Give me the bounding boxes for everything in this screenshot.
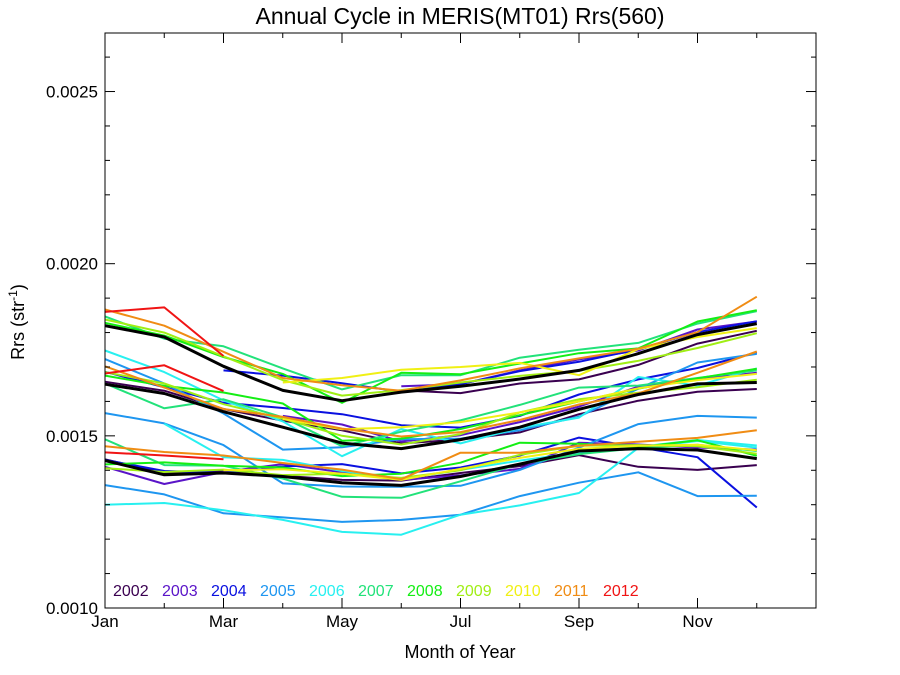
- mean-series-line-34: [104, 381, 757, 451]
- legend-entry-2010: 2010: [505, 583, 541, 600]
- legend-entry-2005: 2005: [260, 583, 296, 600]
- series-line-13: [104, 349, 758, 458]
- legend-entry-2004: 2004: [211, 583, 247, 600]
- series-line-26: [223, 443, 757, 481]
- series-line-10: [104, 412, 757, 488]
- legend-entry-2009: 2009: [456, 583, 492, 600]
- series-line-20: [104, 309, 757, 404]
- series-line-9: [104, 471, 757, 523]
- y-tick-label: 0.0015: [46, 427, 98, 446]
- x-axis-label: Month of Year: [404, 642, 515, 662]
- y-tick-label: 0.0025: [46, 83, 98, 102]
- x-tick-label: Nov: [682, 612, 713, 631]
- series-line-2: [401, 329, 758, 395]
- series-line-28: [104, 350, 758, 438]
- legend: 2002 2003 2004 2005 2006 2007 2008 2009 2010 2011…: [113, 583, 639, 600]
- series-line-32: [104, 451, 224, 461]
- legend-entry-2007: 2007: [358, 583, 394, 600]
- mean-series-line-35: [104, 447, 758, 487]
- legend-entry-2012: 2012: [603, 583, 639, 600]
- series-line-25: [282, 372, 757, 431]
- x-tick-label: Jul: [450, 612, 472, 631]
- y-axis-label: Rrs (str-1): [6, 284, 28, 360]
- tick-layer: Jan Mar May Jul Sep Nov 0.0010 0.0015 0.0020 0.00…: [46, 33, 816, 631]
- legend-entry-2002: 2002: [113, 583, 149, 600]
- series-line-29: [104, 429, 757, 481]
- y-axis-label-main: Rrs (str: [8, 301, 28, 360]
- x-tick-label: Jan: [91, 612, 118, 631]
- series-line-30: [104, 306, 225, 357]
- y-tick-label: 0.0010: [46, 599, 98, 618]
- y-tick-label: 0.0020: [46, 255, 98, 274]
- x-tick-label: Mar: [209, 612, 239, 631]
- series-line-31: [104, 364, 224, 393]
- x-tick-label: Sep: [564, 612, 594, 631]
- chart-title: Annual Cycle in MERIS(MT01) Rrs(560): [255, 3, 664, 29]
- legend-entry-2011: 2011: [554, 583, 589, 600]
- x-tick-label: May: [326, 612, 359, 631]
- legend-entry-2003: 2003: [162, 583, 198, 600]
- legend-entry-2006: 2006: [309, 583, 345, 600]
- y-axis-label-sup: -1: [6, 290, 20, 301]
- series-line-17: [104, 310, 758, 391]
- mean-series-line-33: [104, 322, 758, 403]
- y-axis-label-close: ): [8, 284, 28, 290]
- series-layer: [104, 295, 758, 536]
- legend-entry-2008: 2008: [407, 583, 443, 600]
